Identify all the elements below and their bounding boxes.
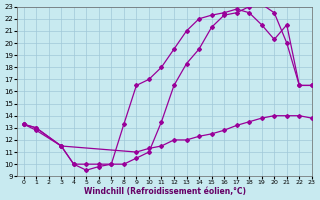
- X-axis label: Windchill (Refroidissement éolien,°C): Windchill (Refroidissement éolien,°C): [84, 187, 245, 196]
